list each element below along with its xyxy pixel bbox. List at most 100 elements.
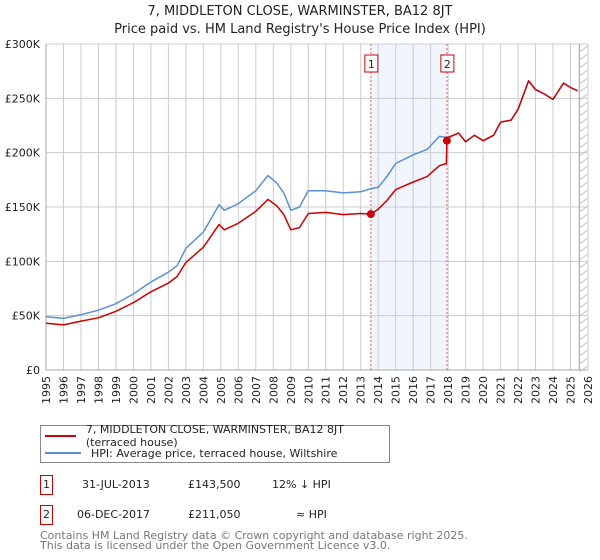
forecast-hatch	[579, 69, 589, 77]
forecast-hatch	[579, 229, 589, 237]
forecast-hatch	[579, 77, 589, 85]
transaction-badge: 2	[40, 505, 53, 525]
x-tick-label: 2018	[442, 376, 455, 404]
forecast-hatch	[579, 269, 589, 277]
footer-licence: This data is licensed under the Open Gov…	[40, 539, 391, 552]
y-tick-label: £150K	[5, 201, 41, 214]
x-tick-label: 2025	[565, 376, 578, 404]
chart-subtitle: Price paid vs. HM Land Registry's House …	[114, 22, 486, 37]
forecast-hatch	[579, 309, 589, 317]
forecast-hatch	[579, 109, 589, 117]
x-tick-label: 2014	[372, 376, 385, 404]
sale-point	[366, 210, 375, 219]
x-tick-label: 2021	[495, 376, 508, 404]
hpi-line	[45, 80, 578, 320]
forecast-hatch	[579, 181, 589, 189]
forecast-hatch	[579, 149, 589, 157]
transaction-hpi: 12% ↓ HPI	[272, 478, 331, 491]
footer-copyright: Contains HM Land Registry data © Crown c…	[40, 529, 468, 542]
forecast-hatch	[579, 221, 589, 229]
x-tick-label: 2005	[215, 376, 228, 404]
x-tick-label: 2017	[425, 376, 438, 404]
forecast-hatch	[579, 205, 589, 213]
forecast-hatch	[579, 261, 589, 269]
footer: Contains HM Land Registry data © Crown c…	[40, 529, 468, 552]
x-tick-label: 2016	[407, 376, 420, 404]
forecast-hatch	[579, 301, 589, 309]
x-tick-label: 2009	[285, 376, 298, 404]
x-tick-label: 2026	[582, 376, 595, 404]
forecast-hatch	[579, 93, 589, 101]
forecast-hatch	[579, 325, 589, 333]
x-tick-label: 1995	[40, 376, 53, 404]
sale-badge	[364, 54, 379, 73]
x-tick-label: 2019	[460, 376, 473, 404]
y-tick-label: £250K	[5, 92, 41, 105]
x-tick-label: 2012	[337, 376, 350, 404]
forecast-hatch	[579, 333, 589, 341]
transaction-date: 06-DEC-2017	[77, 508, 151, 521]
forecast-hatch	[579, 45, 589, 53]
x-tick-label: 2010	[302, 376, 315, 404]
legend: 7, MIDDLETON CLOSE, WARMINSTER, BA12 8JT…	[40, 423, 390, 463]
forecast-hatch	[579, 213, 589, 221]
x-tick-label: 2011	[320, 376, 333, 404]
x-tick-label: 2002	[162, 376, 175, 404]
x-tick-label: 2024	[547, 376, 560, 404]
forecast-hatch	[579, 245, 589, 253]
forecast-hatch	[579, 101, 589, 109]
forecast-hatch	[579, 165, 589, 173]
forecast-hatch	[579, 277, 589, 285]
x-tick-label: 2020	[477, 376, 490, 404]
forecast-hatch	[579, 157, 589, 165]
sale-point	[442, 136, 451, 145]
x-tick-label: 2023	[530, 376, 543, 404]
forecast-hatch	[579, 189, 589, 197]
legend-item-hpi: HPI: Average price, terraced house, Wilt…	[45, 445, 337, 461]
forecast-hatch	[579, 61, 589, 69]
x-tick-label: 2006	[232, 376, 245, 404]
y-tick-label: £100K	[5, 255, 41, 268]
legend-label: HPI: Average price, terraced house, Wilt…	[91, 446, 338, 460]
legend-swatch-blue	[45, 452, 81, 454]
x-tick-label: 2000	[127, 376, 140, 404]
sale-badge	[440, 54, 455, 73]
property-price-line	[45, 80, 578, 326]
x-tick-label: 2008	[267, 376, 280, 404]
y-tick-label: £50K	[12, 310, 41, 323]
legend-label: 7, MIDDLETON CLOSE, WARMINSTER, BA12 8JT…	[85, 423, 344, 449]
transaction-badge: 1	[40, 475, 53, 495]
forecast-hatch	[579, 85, 589, 93]
x-tick-label: 2013	[355, 376, 368, 404]
x-tick-label: 2015	[390, 376, 403, 404]
transaction-row: 1 31-JUL-2013 £143,500 12% ↓ HPI	[40, 475, 440, 495]
forecast-hatch	[579, 317, 589, 325]
x-tick-label: 2022	[512, 376, 525, 404]
x-tick-label: 1996	[57, 376, 70, 404]
transaction-date: 31-JUL-2013	[82, 478, 150, 491]
forecast-hatch	[579, 197, 589, 205]
legend-item-property: 7, MIDDLETON CLOSE, WARMINSTER, BA12 8JT…	[45, 423, 389, 449]
x-tick-label: 2007	[250, 376, 263, 404]
transaction-hpi: ≈ HPI	[296, 508, 327, 521]
transaction-price: £143,500	[188, 478, 241, 491]
x-tick-label: 1998	[92, 376, 105, 404]
forecast-hatch	[579, 133, 589, 141]
forecast-hatch	[579, 341, 589, 349]
x-tick-label: 2001	[145, 376, 158, 404]
forecast-hatch	[579, 125, 589, 133]
x-tick-label: 2003	[180, 376, 193, 404]
forecast-hatch	[579, 349, 589, 357]
chart-title: 7, MIDDLETON CLOSE, WARMINSTER, BA12 8JT	[147, 4, 453, 19]
transaction-row: 2 06-DEC-2017 £211,050 ≈ HPI	[40, 505, 440, 525]
forecast-hatch	[579, 285, 589, 293]
forecast-hatch	[579, 117, 589, 125]
x-tick-label: 2004	[197, 376, 210, 404]
transaction-price: £211,050	[188, 508, 241, 521]
y-tick-label: £200K	[5, 147, 41, 160]
forecast-hatch	[579, 357, 589, 365]
forecast-hatch	[579, 173, 589, 181]
price-chart: 1995 1996 1997 1998 1999 2000 2001 2002 2003 2004…	[5, 38, 595, 404]
forecast-hatch	[579, 141, 589, 149]
